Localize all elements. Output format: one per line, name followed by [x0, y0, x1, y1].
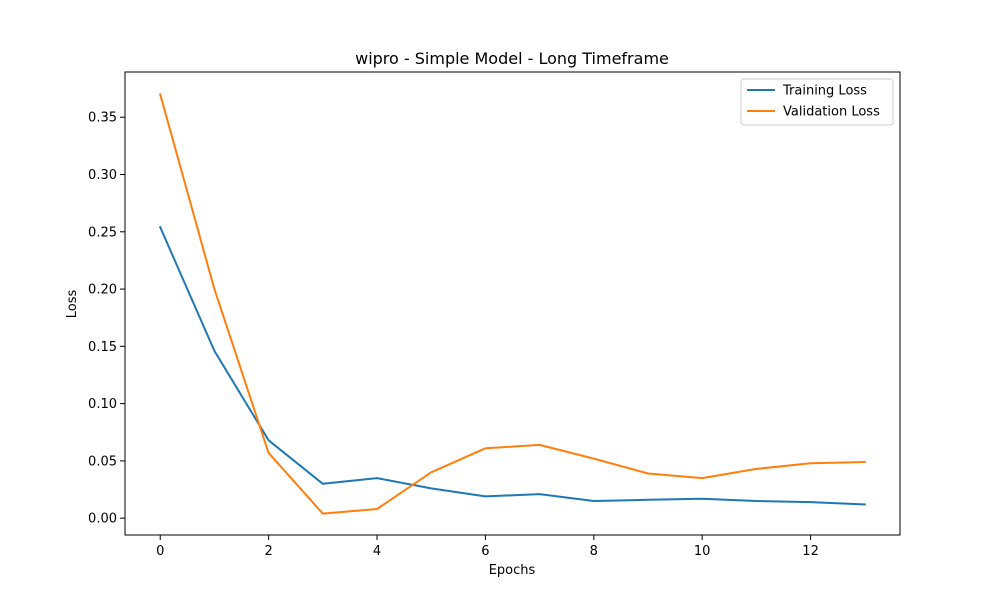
x-tick-label: 0: [156, 544, 164, 559]
y-axis-label: Loss: [65, 290, 80, 319]
series-line-validation-loss: [158, 93, 866, 515]
y-tick-label: 0.25: [88, 225, 117, 240]
plot-area: 0 2 4 6 8 10 12 0.00 0.05 0.10 0.15 0.20 0.25 0.30 0.3…: [88, 71, 901, 559]
x-tick-label: 6: [481, 544, 489, 559]
legend-label-training-loss: Training Loss: [782, 84, 867, 99]
series-line-training-loss: [158, 225, 866, 506]
x-tick-label: 2: [264, 544, 272, 559]
x-tick-label: 8: [590, 544, 598, 559]
plot-frame: [124, 71, 901, 536]
legend-label-validation-loss: Validation Loss: [783, 105, 880, 120]
y-tick-label: 0.30: [88, 168, 117, 183]
legend-box: [740, 78, 894, 126]
chart-title: wipro - Simple Model - Long Timeframe: [355, 49, 669, 68]
y-tick-label: 0.15: [88, 340, 117, 355]
y-tick-label: 0.20: [88, 283, 117, 298]
x-tick-label: 12: [802, 544, 819, 559]
x-tick-label: 4: [373, 544, 381, 559]
x-axis-label: Epochs: [489, 563, 536, 578]
y-tick-label: 0.10: [88, 397, 117, 412]
y-tick-label: 0.00: [88, 512, 117, 527]
x-tick-label: 10: [694, 544, 711, 559]
y-tick-label: 0.05: [88, 454, 117, 469]
y-tick-label: 0.35: [88, 111, 117, 126]
